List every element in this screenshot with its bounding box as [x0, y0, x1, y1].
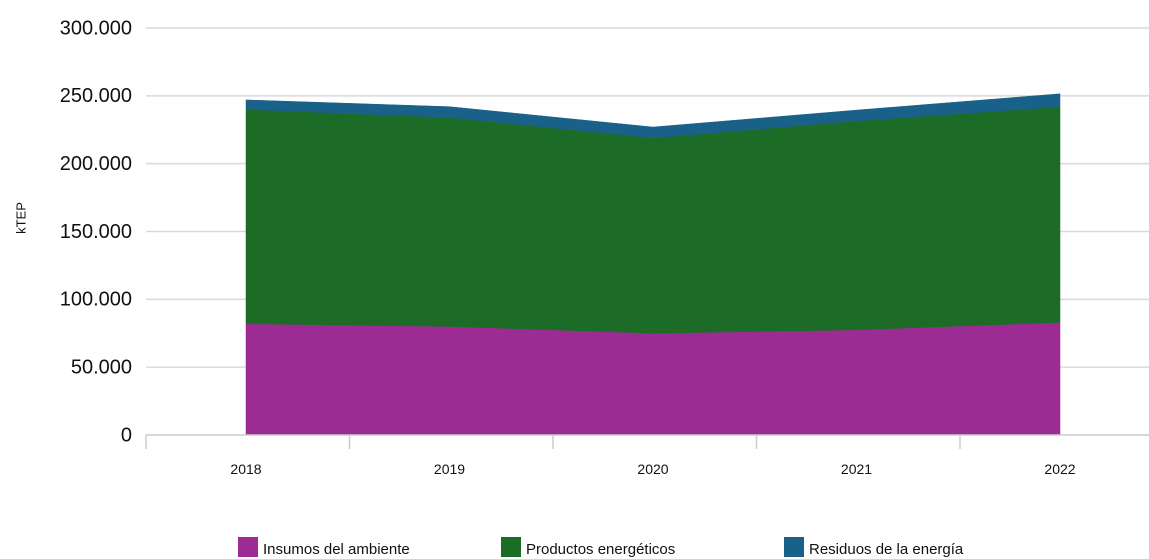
legend-item: Residuos de la energía	[784, 537, 964, 558]
legend-label: Insumos del ambiente	[263, 541, 410, 558]
y-axis-label: kTEP	[13, 202, 28, 234]
area-residuos-de-la-energ-a	[245, 93, 1061, 139]
area-series	[245, 93, 1061, 436]
x-tick-label: 2020	[637, 461, 668, 477]
y-tick-label: 0	[121, 424, 132, 446]
y-tick-label: 100.000	[60, 289, 132, 311]
y-tick-label: 200.000	[60, 153, 132, 175]
y-tick-label: 50.000	[71, 356, 132, 378]
legend-swatch	[238, 537, 258, 557]
x-tick-label: 2021	[841, 461, 872, 477]
legend-swatch	[501, 537, 521, 557]
legend: Insumos del ambiente Productos energético…	[238, 537, 964, 558]
y-tick-label: 250.000	[60, 85, 132, 107]
legend-label: Productos energéticos	[526, 541, 675, 558]
legend-swatch	[784, 537, 804, 557]
x-tick-label: 2022	[1044, 461, 1075, 477]
legend-label: Residuos de la energía	[809, 541, 964, 558]
y-tick-label: 300.000	[60, 17, 132, 39]
axes: 0 50.000 100.000 150.000 200.000 250.000 300.0…	[60, 17, 1149, 477]
area-productos-energ-ticos	[245, 106, 1061, 334]
area-insumos-del-ambiente	[245, 322, 1061, 436]
legend-item: Insumos del ambiente	[238, 537, 410, 558]
x-tick-label: 2018	[230, 461, 261, 477]
y-tick-label: 150.000	[60, 221, 132, 243]
legend-item: Productos energéticos	[501, 537, 675, 558]
x-tick-label: 2019	[434, 461, 465, 477]
